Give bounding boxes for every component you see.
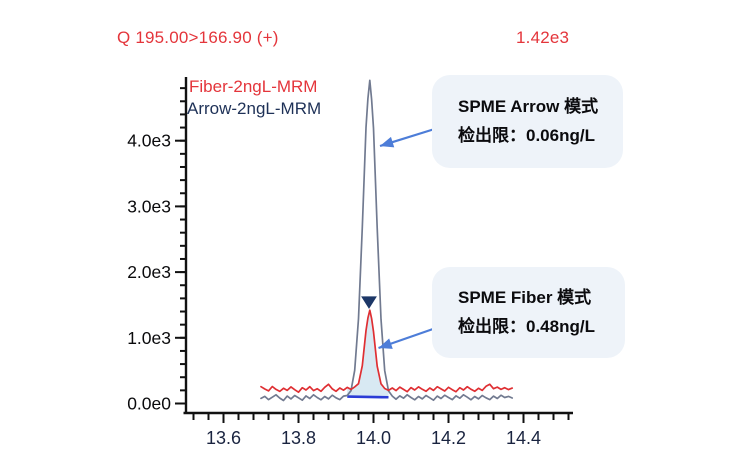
callout-arrows: [378, 128, 434, 350]
callout-spme-arrow: SPME Arrow 模式 检出限：0.06ng/L: [432, 75, 623, 168]
axis-ticks: [175, 87, 570, 423]
y-tick-labels: 0.0e0 1.0e3 2.0e3 3.0e3 4.0e3: [127, 131, 171, 414]
svg-text:14.0: 14.0: [356, 428, 391, 448]
svg-text:1.0e3: 1.0e3: [127, 328, 171, 348]
callout-spme-fiber-title: SPME Fiber 模式: [458, 288, 592, 308]
transition-label: Q 195.00>166.90 (+): [117, 28, 279, 47]
legend-item-fiber: Fiber-2ngL-MRM: [189, 77, 318, 96]
legend-item-arrow: Arrow-2ngL-MRM: [187, 99, 322, 118]
svg-text:14.4: 14.4: [506, 428, 541, 448]
callout-spme-arrow-title: SPME Arrow 模式: [458, 97, 599, 117]
peak-top-marker: [361, 296, 377, 309]
callout-arrow-to-arrow-peak: [379, 128, 434, 148]
svg-text:4.0e3: 4.0e3: [127, 131, 171, 151]
svg-text:14.2: 14.2: [431, 428, 466, 448]
integration-baseline: [347, 395, 389, 399]
svg-text:3.0e3: 3.0e3: [127, 196, 171, 216]
intensity-scale-label: 1.42e3: [516, 28, 570, 47]
callout-spme-arrow-lod: 检出限：0.06ng/L: [458, 126, 595, 145]
peak-integration-fill: [347, 310, 389, 398]
svg-text:0.0e0: 0.0e0: [127, 394, 171, 414]
svg-text:13.6: 13.6: [206, 428, 241, 448]
callout-arrow-to-fiber-peak: [378, 327, 434, 350]
svg-text:13.8: 13.8: [281, 428, 316, 448]
svg-text:2.0e3: 2.0e3: [127, 262, 171, 282]
trace-fiber-mode: [260, 309, 514, 394]
callout-spme-fiber-lod: 检出限：0.48ng/L: [458, 317, 595, 336]
x-tick-labels: 13.6 13.8 14.0 14.2 14.4: [206, 428, 541, 448]
callout-spme-fiber: SPME Fiber 模式 检出限：0.48ng/L: [432, 267, 625, 358]
